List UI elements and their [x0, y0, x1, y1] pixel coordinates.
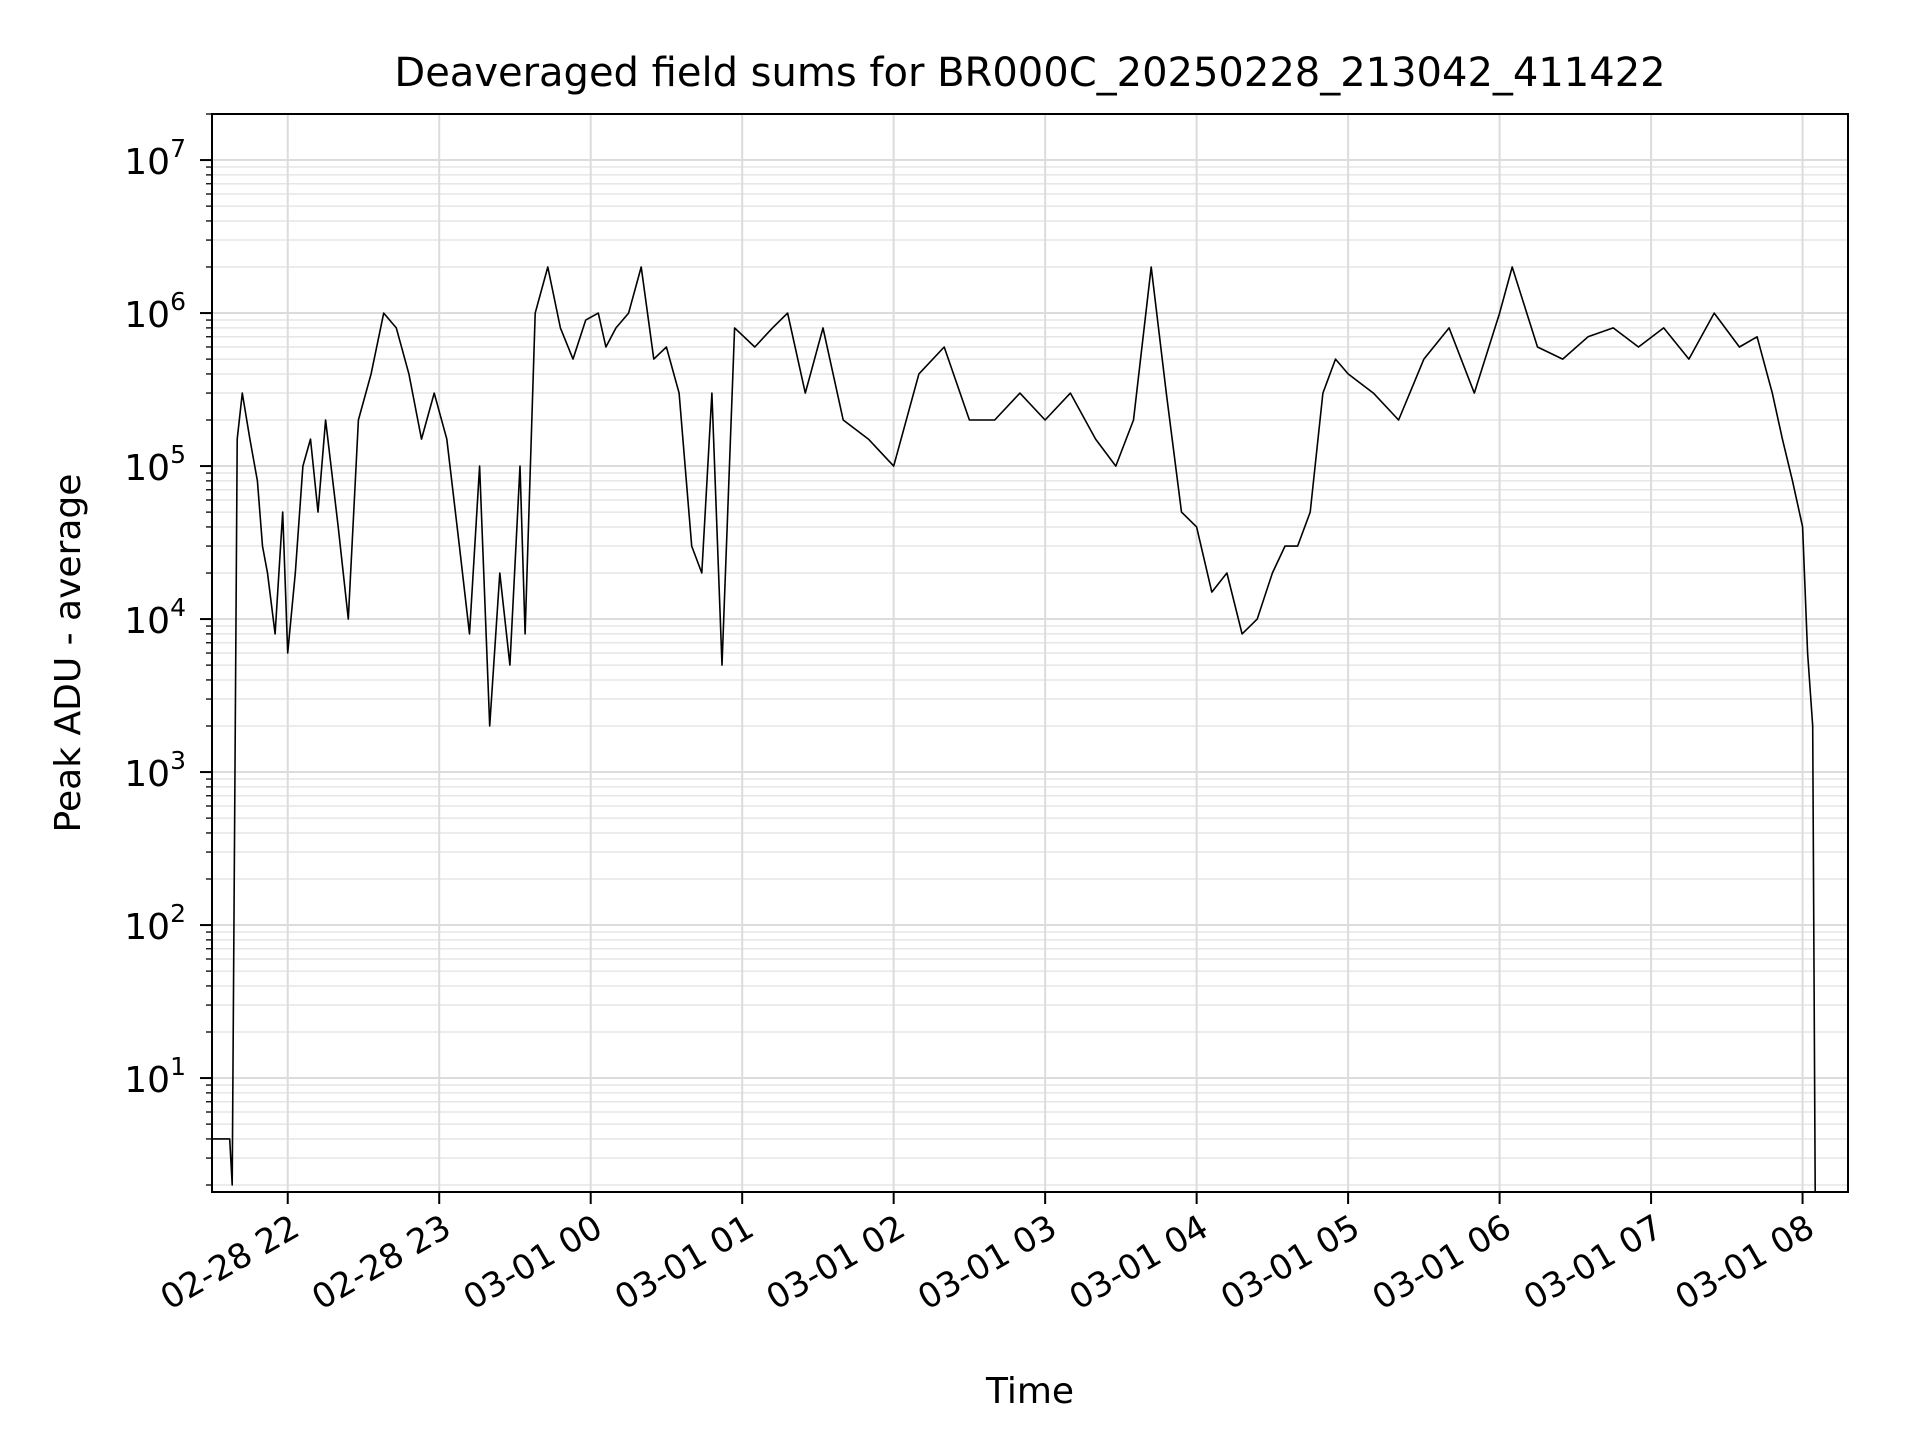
y-tick-label: 106: [124, 287, 186, 336]
x-tick-label: 03-01 04: [1063, 1207, 1215, 1318]
y-tick-label: 101: [124, 1052, 186, 1101]
x-tick-label: 03-01 01: [608, 1207, 760, 1318]
y-tick-label: 102: [124, 899, 186, 948]
x-tick-label: 03-01 07: [1517, 1207, 1669, 1318]
x-tick-label: 03-01 02: [760, 1207, 912, 1318]
x-tick-label: 03-01 00: [457, 1207, 609, 1318]
x-tick-label: 02-28 23: [305, 1207, 457, 1318]
x-tick-label: 03-01 08: [1669, 1207, 1821, 1318]
y-tick-label: 104: [124, 593, 186, 642]
x-tick-label: 03-01 03: [911, 1207, 1063, 1318]
y-tick-label: 103: [124, 746, 186, 795]
y-tick-label: 107: [124, 134, 186, 183]
series-layer: [212, 266, 1816, 1193]
chart-title: Deaveraged field sums for BR000C_2025022…: [394, 50, 1665, 96]
x-tick-label: 02-28 22: [154, 1207, 306, 1318]
y-axis-label: Peak ADU - average: [48, 474, 89, 833]
series-line-0: [212, 266, 1816, 1193]
x-tick-label: 03-01 06: [1366, 1207, 1518, 1318]
grid-layer: [212, 113, 1848, 1192]
y-tick-label: 105: [124, 440, 186, 489]
x-tick-label: 03-01 05: [1214, 1207, 1366, 1318]
x-axis-label: Time: [985, 1371, 1074, 1412]
